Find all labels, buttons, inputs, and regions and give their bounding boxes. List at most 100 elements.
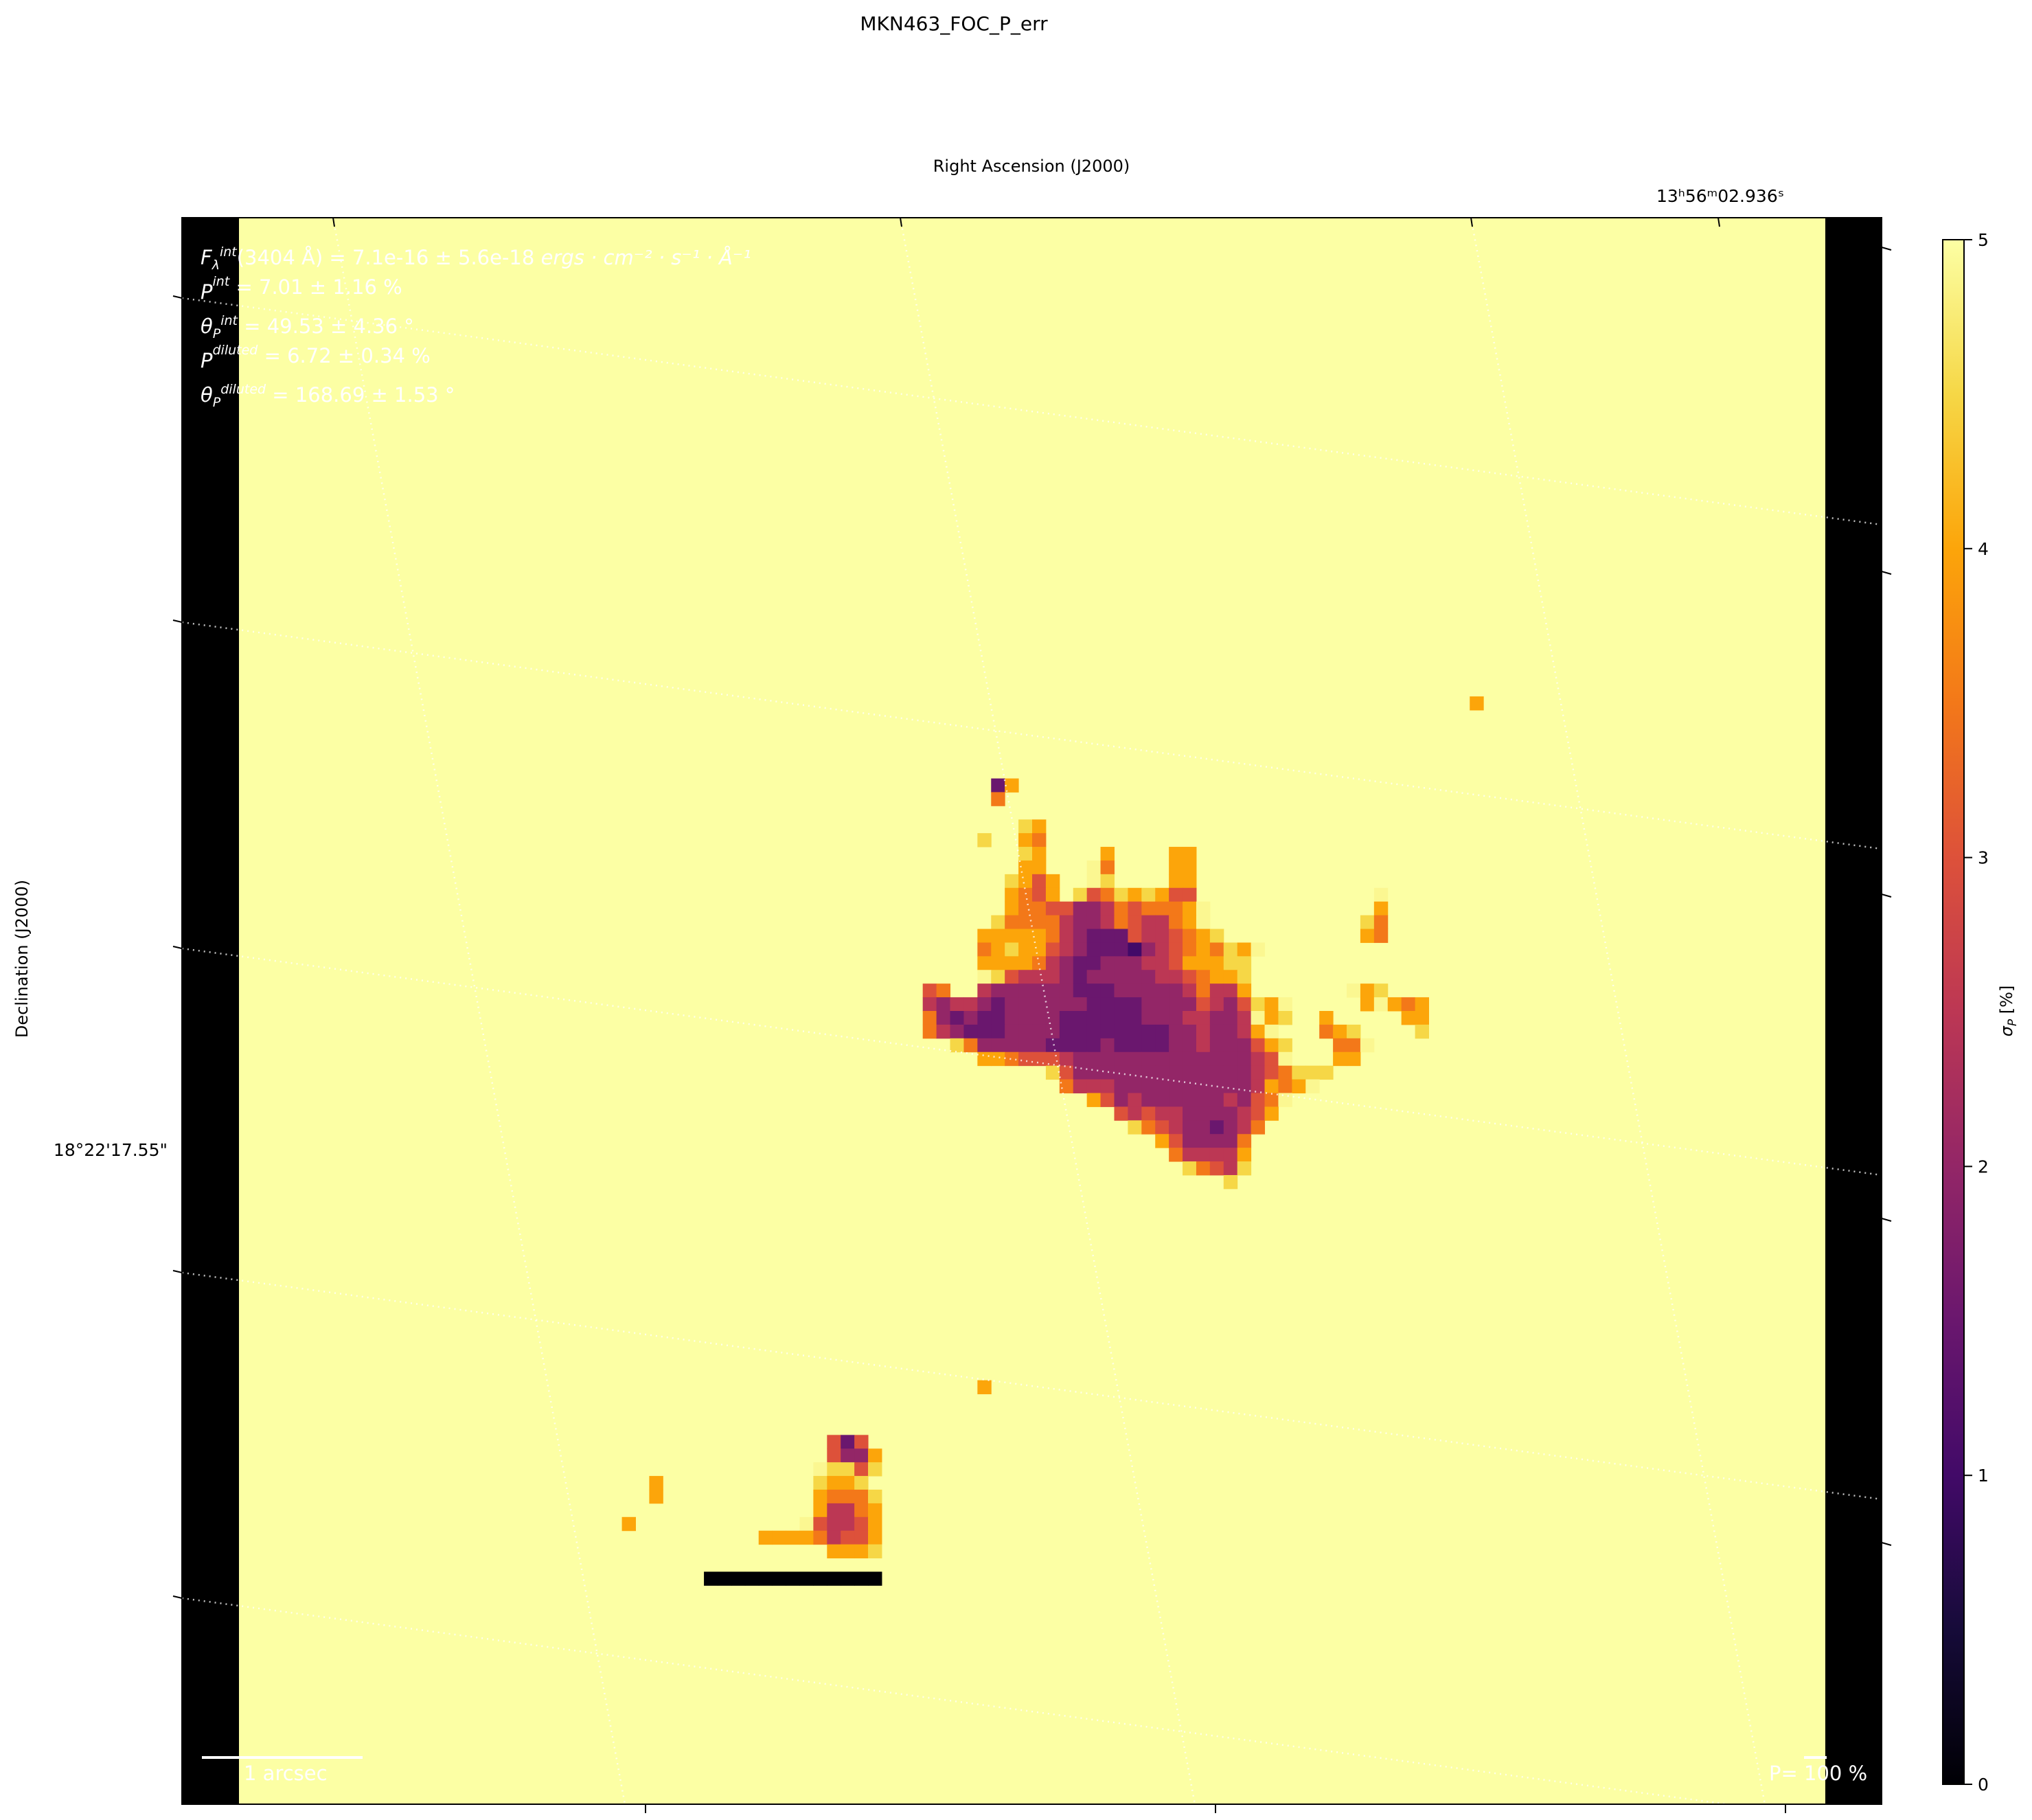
heatmap-cell: [1278, 1093, 1292, 1107]
heatmap-cell: [1183, 1051, 1197, 1067]
heatmap-cell: [1223, 1079, 1238, 1093]
heatmap-cell: [1086, 1011, 1101, 1025]
heatmap-cell: [1141, 901, 1156, 916]
heatmap-cell: [1059, 942, 1074, 957]
heatmap-cell: [1183, 1079, 1197, 1093]
heatmap-cell: [922, 1011, 937, 1025]
heatmap-cell: [1251, 1065, 1266, 1080]
annotation-text: = 7.01 ± 1.16 %: [229, 275, 402, 299]
heatmap-cell: [1223, 970, 1238, 984]
heatmap-cell: [1005, 1038, 1019, 1053]
heatmap-cell: [1100, 1011, 1115, 1025]
heatmap-cell: [868, 1571, 882, 1586]
heatmap-cell: [1086, 1024, 1101, 1039]
heatmap-cell: [1073, 1038, 1088, 1053]
heatmap-cell: [1169, 1120, 1183, 1135]
heatmap-cell: [1032, 970, 1047, 984]
heatmap-cell: [1237, 942, 1252, 957]
heatmap-cell: [1018, 929, 1033, 943]
heatmap-cell: [1196, 901, 1211, 916]
annotation-text: = 6.72 ± 0.34 %: [258, 344, 430, 367]
heatmap-cell: [1223, 1161, 1238, 1176]
x-tick-top: [332, 217, 335, 227]
heatmap-cell: [950, 1038, 964, 1053]
heatmap-cell: [1086, 1051, 1101, 1067]
heatmap-cell: [1141, 997, 1156, 1012]
heatmap-cell: [1128, 901, 1142, 916]
heatmap-cell: [991, 983, 1005, 998]
annotation-line: Fλint(3404 Å) = 7.1e-16 ± 5.6e-18 ergs ·…: [201, 244, 751, 273]
heatmap-cell: [950, 1024, 964, 1039]
heatmap-cell: [841, 1435, 855, 1449]
heatmap-cell: [1223, 1038, 1238, 1053]
heatmap-cell: [1196, 1011, 1211, 1025]
heatmap-cell: [1100, 874, 1115, 889]
heatmap-cell: [1100, 860, 1115, 875]
heatmap-cell: [1155, 1106, 1169, 1121]
heatmap-cell: [1333, 1038, 1347, 1053]
heatmap-cell: [1169, 901, 1183, 916]
heatmap-cell: [1018, 874, 1033, 889]
heatmap-cell: [868, 1516, 882, 1532]
heatmap-cell: [1100, 1038, 1115, 1053]
vector-key-label: P= 100 %: [1769, 1762, 1867, 1785]
heatmap-cell: [1155, 1051, 1169, 1067]
heatmap-cell: [1237, 1106, 1252, 1121]
heatmap-cell: [1114, 887, 1128, 902]
heatmap-cell: [1209, 1148, 1224, 1162]
heatmap-cell: [1196, 915, 1211, 930]
heatmap-cell: [1183, 997, 1197, 1012]
heatmap-cell: [1196, 1065, 1211, 1080]
y-tick-right: [1881, 1542, 1892, 1546]
heatmap-cell: [977, 1024, 992, 1039]
heatmap-cell: [1223, 1148, 1238, 1162]
y-tick: [172, 1270, 183, 1273]
heatmap-cell: [841, 1448, 855, 1463]
heatmap-cell: [1169, 1051, 1183, 1067]
heatmap-cell: [1196, 1134, 1211, 1148]
heatmap-cell: [1251, 1051, 1266, 1067]
heatmap-cell: [1196, 1051, 1211, 1067]
x-tick-top: [1717, 217, 1720, 227]
heatmap-cell: [1018, 915, 1033, 930]
heatmap-cell: [1183, 847, 1197, 861]
heatmap-cell: [1059, 1079, 1074, 1093]
heatmap-cell: [1264, 997, 1279, 1012]
heatmap-cell: [1209, 1093, 1224, 1107]
heatmap-cell: [1128, 983, 1142, 998]
y-tick: [172, 619, 183, 623]
heatmap-cell: [1141, 1120, 1156, 1135]
heatmap-cell: [1373, 915, 1389, 930]
coordinate-grid: [182, 218, 1882, 1804]
heatmap-cell: [1237, 1065, 1252, 1080]
heatmap-cell: [1141, 1065, 1156, 1080]
heatmap-cell: [1005, 901, 1019, 916]
heatmap-cell: [1005, 929, 1019, 943]
heatmap-cell: [1183, 970, 1197, 984]
colorbar-label-sub: P: [2006, 1019, 2020, 1026]
heatmap-cell: [1401, 1011, 1416, 1025]
heatmap-cell: [1114, 956, 1128, 970]
heatmap-cell: [936, 983, 951, 998]
heatmap-cell: [1251, 1024, 1266, 1039]
heatmap-cell: [1018, 887, 1033, 902]
heatmap-cell: [1114, 997, 1128, 1012]
heatmap-cell: [991, 929, 1005, 943]
heatmap-cell: [1045, 874, 1060, 889]
heatmap-cell: [1223, 1174, 1238, 1190]
heatmap-cell: [1018, 956, 1033, 970]
heatmap-cell: [1032, 901, 1047, 916]
annotation-sym: P: [201, 349, 213, 372]
heatmap-cell: [1100, 1079, 1115, 1093]
heatmap-cell: [1360, 997, 1375, 1012]
heatmap-cell: [1005, 915, 1019, 930]
heatmap-cell: [854, 1435, 869, 1449]
heatmap-cell: [1141, 1093, 1156, 1107]
heatmap-cell: [1169, 1106, 1183, 1121]
heatmap-cell: [827, 1476, 841, 1490]
colorbar-tick-label: 0: [1978, 1775, 1989, 1795]
heatmap-cell: [1237, 983, 1252, 998]
heatmap-cell: [1278, 1065, 1292, 1080]
heatmap-cell: [1237, 1148, 1252, 1162]
heatmap-cell: [813, 1462, 827, 1477]
